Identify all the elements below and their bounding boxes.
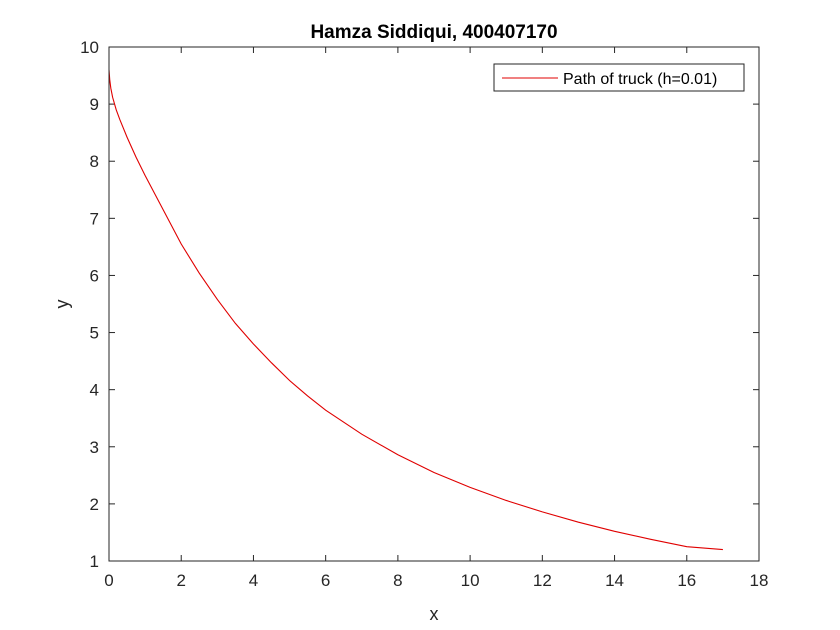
y-tick-label: 9 [90, 95, 99, 114]
series-layer [108, 69, 723, 551]
plot-area [109, 47, 759, 561]
axes-box [108, 46, 760, 562]
x-axis-ticks: 0 2 4 6 8 10 12 14 16 18 [104, 47, 768, 590]
y-tick-label: 2 [90, 495, 99, 514]
x-tick-label: 18 [750, 571, 769, 590]
x-tick-label: 2 [176, 571, 185, 590]
x-axis-label: x [430, 604, 439, 624]
y-tick-label: 7 [90, 209, 99, 228]
x-tick-label: 6 [321, 571, 330, 590]
chart-title: Hamza Siddiqui, 400407170 [310, 22, 557, 43]
y-tick-label: 1 [90, 552, 99, 571]
series-line-path-of-truck [108, 69, 723, 551]
x-tick-label: 8 [393, 571, 402, 590]
x-tick-label: 12 [533, 571, 552, 590]
x-tick-label: 14 [605, 571, 624, 590]
x-tick-label: 16 [677, 571, 696, 590]
y-tick-label: 10 [80, 38, 99, 57]
y-axis-label: y [52, 300, 72, 309]
legend-entry-label: Path of truck (h=0.01) [563, 71, 717, 88]
x-tick-label: 4 [249, 571, 258, 590]
x-tick-label: 0 [104, 571, 113, 590]
y-tick-label: 4 [90, 381, 99, 400]
y-tick-label: 3 [90, 438, 99, 457]
y-tick-label: 6 [90, 266, 99, 285]
y-tick-label: 5 [90, 324, 99, 343]
y-tick-label: 8 [90, 152, 99, 171]
y-axis-ticks: 1 2 3 4 5 6 7 8 9 10 [80, 38, 759, 571]
x-tick-label: 10 [461, 571, 480, 590]
legend: Path of truck (h=0.01) [493, 63, 745, 92]
